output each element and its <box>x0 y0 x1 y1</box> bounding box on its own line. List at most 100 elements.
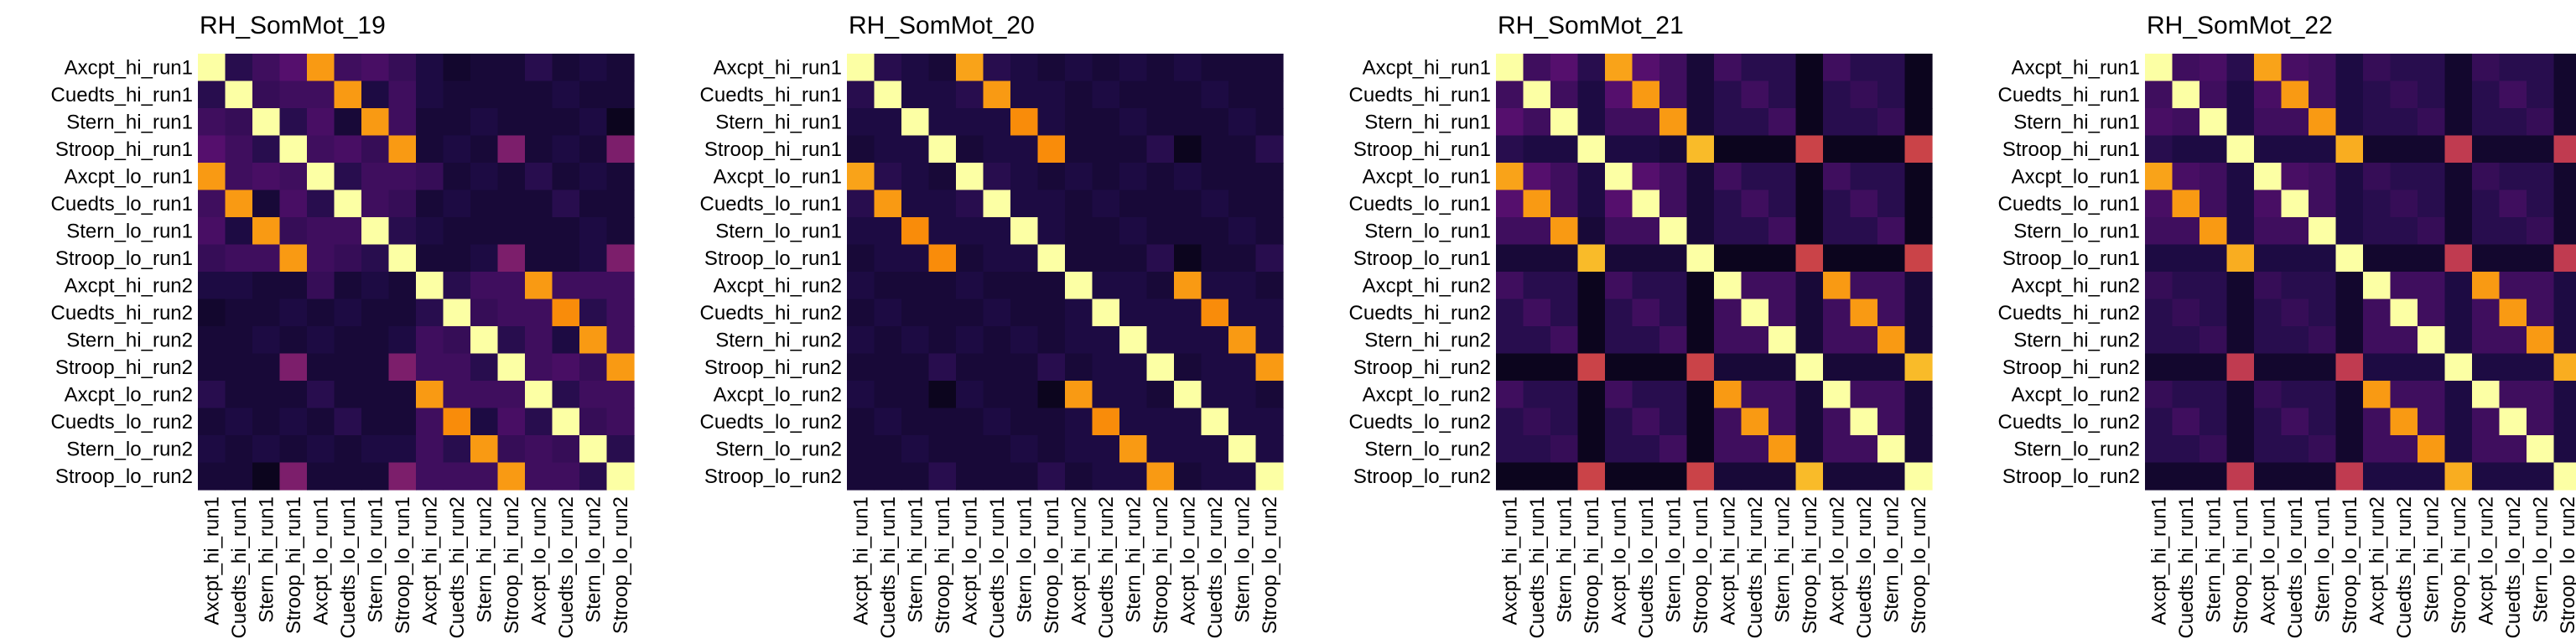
heatmap-cell <box>1605 408 1633 436</box>
heatmap-cell <box>307 272 335 300</box>
heatmap-cell <box>1496 299 1524 327</box>
heatmap-cell <box>1119 108 1148 137</box>
heatmap-cell <box>1037 272 1066 300</box>
heatmap-cell <box>1065 462 1093 491</box>
heatmap-cell <box>525 244 553 273</box>
row-label: Stroop_hi_run1 <box>2002 138 2140 161</box>
heatmap-cell <box>1201 408 1229 436</box>
panel-title: RH_SomMot_19 <box>200 12 386 39</box>
heatmap-cell <box>1632 80 1660 109</box>
row-label: Stern_hi_run2 <box>2013 329 2140 351</box>
heatmap-cell <box>2418 217 2446 246</box>
heatmap-cell <box>1823 190 1852 218</box>
col-label: Cuedts_hi_run1 <box>228 496 251 638</box>
heatmap-cell <box>279 353 308 382</box>
heatmap-cell <box>847 435 875 464</box>
heatmap-cell <box>1577 80 1606 109</box>
heatmap-cell <box>956 299 984 327</box>
heatmap-cell <box>334 381 362 409</box>
heatmap-cell <box>2281 244 2309 273</box>
heatmap-cell <box>1605 326 1633 355</box>
heatmap-cell <box>1686 326 1715 355</box>
heatmap-cell <box>1632 462 1660 491</box>
heatmap-cell <box>2145 408 2174 436</box>
heatmap-cell <box>2254 326 2283 355</box>
heatmap-cell <box>552 435 580 464</box>
heatmap-cell <box>1659 462 1688 491</box>
heatmap-cell <box>1768 435 1797 464</box>
heatmap-cell <box>497 299 526 327</box>
heatmap-cell <box>1686 80 1715 109</box>
heatmap-cell <box>1228 353 1257 382</box>
row-label: Stroop_hi_run1 <box>55 138 193 161</box>
heatmap-cell <box>1228 462 1257 491</box>
heatmap-cell <box>470 462 499 491</box>
heatmap-cell <box>1010 381 1039 409</box>
heatmap-cell <box>2281 462 2309 491</box>
heatmap-cell <box>1010 135 1039 164</box>
heatmap-cell <box>1496 54 1524 82</box>
heatmap-cell <box>2199 163 2228 191</box>
heatmap-cell <box>1768 272 1797 300</box>
heatmap-cell <box>388 381 417 409</box>
heatmap-cell <box>1823 326 1852 355</box>
heatmap-cell <box>416 435 444 464</box>
heatmap-cell <box>2309 462 2337 491</box>
heatmap-cell <box>1065 435 1093 464</box>
heatmap-cell <box>901 135 930 164</box>
heatmap-cell <box>1550 272 1579 300</box>
heatmap-cell <box>2418 190 2446 218</box>
heatmap-cell <box>2145 54 2174 82</box>
heatmap-cell <box>874 353 902 382</box>
heatmap-cell <box>2363 108 2392 137</box>
heatmap-cell <box>2444 408 2473 436</box>
heatmap-cell <box>2335 381 2364 409</box>
heatmap-cell <box>2472 244 2501 273</box>
heatmap-cell <box>1146 54 1175 82</box>
row-label: Cuedts_lo_run1 <box>1998 193 2140 216</box>
heatmap-cell <box>1092 190 1120 218</box>
heatmap-cell <box>2363 326 2392 355</box>
heatmap-cell <box>901 54 930 82</box>
heatmap-cell <box>2254 408 2283 436</box>
heatmap-cell <box>2390 190 2418 218</box>
heatmap-cell <box>1037 435 1066 464</box>
heatmap-cell <box>2172 190 2200 218</box>
col-label: Stern_hi_run2 <box>1122 496 1145 623</box>
row-label: Stroop_lo_run1 <box>704 247 842 270</box>
heatmap-cell <box>2418 108 2446 137</box>
heatmap-cell <box>983 299 1011 327</box>
heatmap-cell <box>525 299 553 327</box>
heatmap-cell <box>983 408 1011 436</box>
heatmap-cell <box>1037 108 1066 137</box>
row-label: Stroop_hi_run1 <box>1353 138 1491 161</box>
heatmap-cell <box>2281 272 2309 300</box>
heatmap-cell <box>2553 80 2576 109</box>
heatmap-cell <box>1201 190 1229 218</box>
heatmap-cell <box>1741 108 1769 137</box>
heatmap-cell <box>1904 217 1933 246</box>
heatmap-cell <box>1523 54 1551 82</box>
heatmap-cell <box>2172 217 2200 246</box>
heatmap-cell <box>2363 299 2392 327</box>
heatmap-cell <box>1550 408 1579 436</box>
heatmap-cell <box>307 54 335 82</box>
heatmap-cell <box>1632 435 1660 464</box>
heatmap-cell <box>416 299 444 327</box>
row-label: Axcpt_lo_run1 <box>1363 165 1491 188</box>
row-label: Axcpt_hi_run2 <box>1363 274 1491 297</box>
heatmap-cell <box>225 108 253 137</box>
heatmap-cell <box>1741 353 1769 382</box>
heatmap-cell <box>1146 190 1175 218</box>
heatmap-cell <box>2418 326 2446 355</box>
col-label: Stern_lo_run1 <box>2311 496 2334 623</box>
heatmap-cell <box>1850 435 1878 464</box>
heatmap-cell <box>443 80 471 109</box>
col-label: Axcpt_lo_run2 <box>527 496 550 625</box>
col-label: Axcpt_hi_run2 <box>2366 496 2388 625</box>
row-label: Stroop_lo_run2 <box>2002 465 2140 488</box>
heatmap-cell <box>2363 244 2392 273</box>
heatmap-cell <box>983 135 1011 164</box>
heatmap-cell <box>928 108 957 137</box>
heatmap-cell <box>525 108 553 137</box>
